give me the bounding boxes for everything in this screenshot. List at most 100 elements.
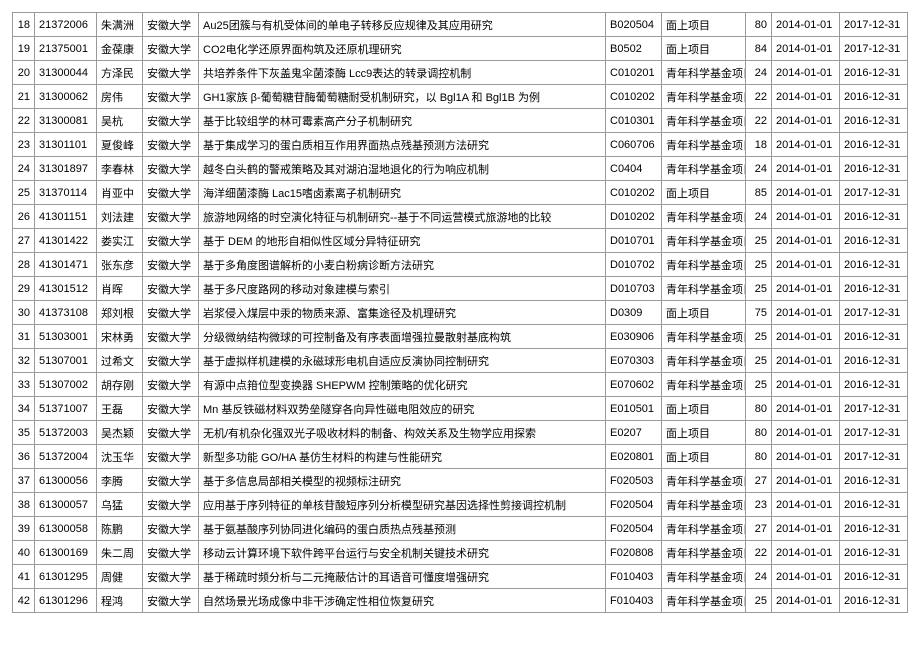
cell-num: 51307002 [35, 373, 97, 397]
cell-num: 61300058 [35, 517, 97, 541]
cell-code: C0404 [606, 157, 662, 181]
cell-amt: 27 [746, 517, 772, 541]
cell-amt: 25 [746, 277, 772, 301]
cell-amt: 24 [746, 61, 772, 85]
cell-num: 51303001 [35, 325, 97, 349]
cell-d2: 2017-12-31 [840, 13, 908, 37]
cell-amt: 25 [746, 253, 772, 277]
cell-amt: 24 [746, 205, 772, 229]
cell-name: 宋林勇 [97, 325, 143, 349]
cell-d2: 2016-12-31 [840, 109, 908, 133]
cell-d2: 2016-12-31 [840, 133, 908, 157]
cell-name: 吴杰颖 [97, 421, 143, 445]
cell-title: 基于比较组学的林可霉素高产分子机制研究 [199, 109, 606, 133]
cell-idx: 20 [13, 61, 35, 85]
cell-d1: 2014-01-01 [772, 157, 840, 181]
cell-type: 青年科学基金项目 [662, 541, 746, 565]
cell-type: 青年科学基金项目 [662, 253, 746, 277]
cell-name: 房伟 [97, 85, 143, 109]
cell-amt: 80 [746, 13, 772, 37]
table-row: 2941301512肖晖安徽大学基于多尺度路网的移动对象建模与索引D010703… [13, 277, 908, 301]
cell-org: 安徽大学 [143, 13, 199, 37]
cell-num: 21375001 [35, 37, 97, 61]
cell-idx: 30 [13, 301, 35, 325]
cell-d1: 2014-01-01 [772, 181, 840, 205]
cell-name: 沈玉华 [97, 445, 143, 469]
cell-code: F020503 [606, 469, 662, 493]
cell-name: 方泽民 [97, 61, 143, 85]
cell-d2: 2016-12-31 [840, 517, 908, 541]
grants-table: 1821372006朱满洲安徽大学Au25团簇与有机受体间的单电子转移反应规律及… [12, 12, 908, 613]
table-row: 3861300057乌猛安徽大学应用基于序列特征的单核苷酸短序列分析模型研究基因… [13, 493, 908, 517]
cell-num: 31300062 [35, 85, 97, 109]
cell-name: 周健 [97, 565, 143, 589]
cell-title: GH1家族 β-葡萄糖苷酶葡萄糖耐受机制研究，以 Bgl1A 和 Bgl1B 为… [199, 85, 606, 109]
cell-code: E0207 [606, 421, 662, 445]
cell-idx: 29 [13, 277, 35, 301]
cell-org: 安徽大学 [143, 349, 199, 373]
cell-amt: 25 [746, 589, 772, 613]
table-row: 3961300058陈鹏安徽大学基于氨基酸序列协同进化编码的蛋白质热点残基预测F… [13, 517, 908, 541]
cell-d2: 2016-12-31 [840, 277, 908, 301]
cell-idx: 31 [13, 325, 35, 349]
table-row: 3451371007王磊安徽大学Mn 基反铁磁材料双势垒隧穿各向异性磁电阻效应的… [13, 397, 908, 421]
cell-num: 31300044 [35, 61, 97, 85]
cell-name: 肖晖 [97, 277, 143, 301]
cell-org: 安徽大学 [143, 157, 199, 181]
cell-name: 朱满洲 [97, 13, 143, 37]
table-row: 2641301151刘法建安徽大学旅游地网络的时空演化特征与机制研究--基于不同… [13, 205, 908, 229]
cell-num: 41301512 [35, 277, 97, 301]
cell-name: 肖亚中 [97, 181, 143, 205]
cell-num: 41301471 [35, 253, 97, 277]
cell-name: 程鸿 [97, 589, 143, 613]
cell-type: 青年科学基金项目 [662, 85, 746, 109]
cell-org: 安徽大学 [143, 229, 199, 253]
cell-org: 安徽大学 [143, 181, 199, 205]
cell-d2: 2017-12-31 [840, 421, 908, 445]
cell-amt: 25 [746, 373, 772, 397]
cell-d2: 2016-12-31 [840, 229, 908, 253]
cell-d2: 2017-12-31 [840, 301, 908, 325]
cell-code: D0309 [606, 301, 662, 325]
cell-type: 面上项目 [662, 397, 746, 421]
cell-org: 安徽大学 [143, 589, 199, 613]
cell-name: 王磊 [97, 397, 143, 421]
cell-d2: 2017-12-31 [840, 37, 908, 61]
cell-idx: 35 [13, 421, 35, 445]
cell-title: 移动云计算环境下软件跨平台运行与安全机制关键技术研究 [199, 541, 606, 565]
cell-type: 青年科学基金项目 [662, 157, 746, 181]
cell-type: 青年科学基金项目 [662, 565, 746, 589]
cell-idx: 25 [13, 181, 35, 205]
cell-title: 基于集成学习的蛋白质相互作用界面热点残基预测方法研究 [199, 133, 606, 157]
cell-num: 31370114 [35, 181, 97, 205]
cell-d1: 2014-01-01 [772, 565, 840, 589]
cell-num: 21372006 [35, 13, 97, 37]
cell-type: 青年科学基金项目 [662, 325, 746, 349]
cell-type: 青年科学基金项目 [662, 205, 746, 229]
cell-amt: 27 [746, 469, 772, 493]
cell-d2: 2016-12-31 [840, 493, 908, 517]
cell-amt: 80 [746, 397, 772, 421]
cell-num: 51372004 [35, 445, 97, 469]
cell-num: 41301422 [35, 229, 97, 253]
cell-d1: 2014-01-01 [772, 301, 840, 325]
cell-idx: 19 [13, 37, 35, 61]
cell-name: 朱二周 [97, 541, 143, 565]
cell-title: 无机/有机杂化强双光子吸收材料的制备、构效关系及生物学应用探索 [199, 421, 606, 445]
cell-org: 安徽大学 [143, 493, 199, 517]
cell-code: B020504 [606, 13, 662, 37]
cell-org: 安徽大学 [143, 205, 199, 229]
cell-type: 面上项目 [662, 181, 746, 205]
cell-org: 安徽大学 [143, 253, 199, 277]
cell-idx: 33 [13, 373, 35, 397]
cell-num: 61300169 [35, 541, 97, 565]
cell-title: 新型多功能 GO/HA 基仿生材料的构建与性能研究 [199, 445, 606, 469]
cell-num: 31300081 [35, 109, 97, 133]
cell-title: 有源中点箝位型变换器 SHEPWM 控制策略的优化研究 [199, 373, 606, 397]
table-row: 3761300056李腾安徽大学基于多信息局部相关模型的视频标注研究F02050… [13, 469, 908, 493]
cell-d2: 2016-12-31 [840, 85, 908, 109]
cell-code: D010702 [606, 253, 662, 277]
cell-d2: 2016-12-31 [840, 565, 908, 589]
cell-idx: 32 [13, 349, 35, 373]
cell-code: F010403 [606, 589, 662, 613]
